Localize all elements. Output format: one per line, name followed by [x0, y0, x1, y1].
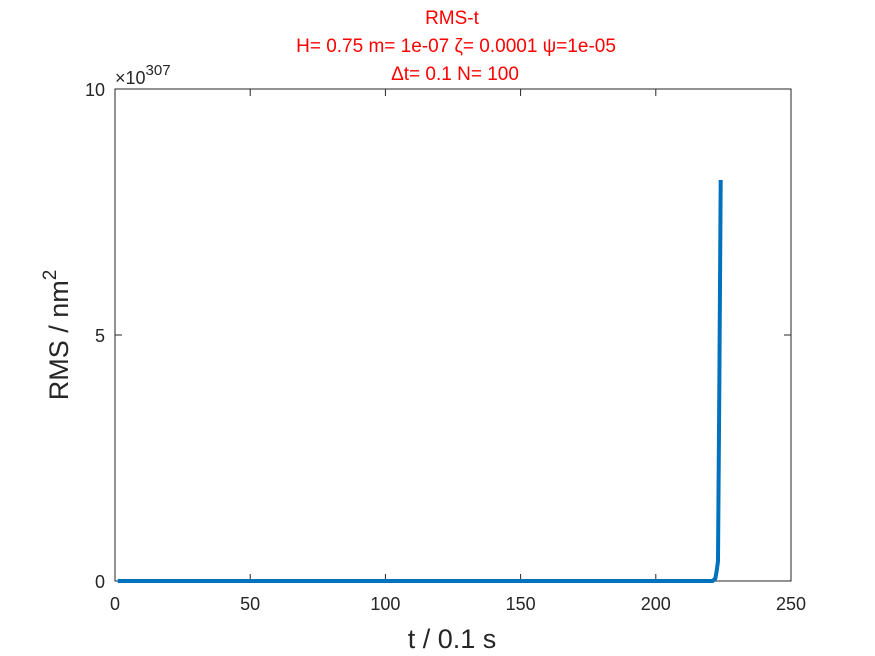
- x-tick-label: 50: [240, 594, 260, 614]
- series-line-1: [117, 180, 723, 583]
- y-axis-ticks: 0 5 10: [85, 80, 791, 592]
- x-axis-label: t / 0.1 s: [408, 624, 497, 654]
- series-group: [117, 180, 723, 583]
- y-exponent-label: ×10307: [115, 62, 171, 88]
- y-axis-label: RMS / nm2: [40, 270, 74, 401]
- x-tick-label: 250: [776, 594, 806, 614]
- title-line-1: RMS-t: [425, 8, 480, 29]
- chart-title: RMS-t H= 0.75 m= 1e-07 ζ= 0.0001 ψ=1e-05…: [296, 8, 616, 85]
- y-tick-label: 10: [85, 80, 105, 100]
- x-tick-label: 150: [506, 594, 536, 614]
- plot-area: [114, 88, 792, 582]
- title-line-3: Δt= 0.1 N= 100: [391, 64, 519, 85]
- x-tick-label: 100: [370, 594, 400, 614]
- x-tick-label: 0: [110, 594, 120, 614]
- y-tick-label: 5: [95, 326, 105, 346]
- x-axis-ticks: 0 50 100 150 200 250: [110, 89, 806, 614]
- title-line-2: H= 0.75 m= 1e-07 ζ= 0.0001 ψ=1e-05: [296, 36, 616, 57]
- y-tick-label: 0: [95, 572, 105, 592]
- x-tick-label: 200: [641, 594, 671, 614]
